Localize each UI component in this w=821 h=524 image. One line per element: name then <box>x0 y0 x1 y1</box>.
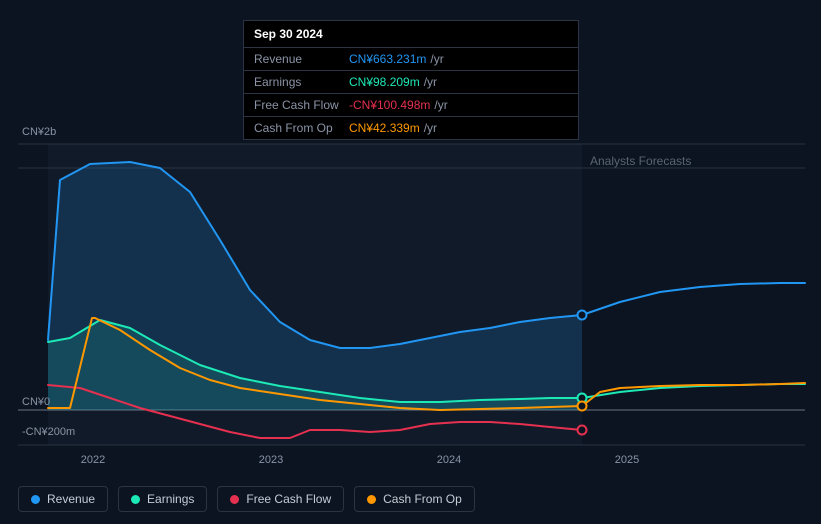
y-axis-bottom-label: -CN¥200m <box>22 426 75 438</box>
chart-legend: Revenue Earnings Free Cash Flow Cash From O… <box>18 486 475 512</box>
legend-label: Cash From Op <box>383 492 462 506</box>
legend-dot-icon <box>367 495 376 504</box>
legend-label: Earnings <box>147 492 194 506</box>
tooltip-row: Free Cash Flow-CN¥100.498m/yr <box>244 94 578 117</box>
chart-svg: 2022 2023 2024 2025 <box>0 120 821 480</box>
legend-dot-icon <box>131 495 140 504</box>
tooltip-row: RevenueCN¥663.231m/yr <box>244 48 578 71</box>
y-axis-top-label: CN¥2b <box>22 126 56 138</box>
chart-tooltip: Sep 30 2024 RevenueCN¥663.231m/yrEarning… <box>243 20 579 140</box>
tooltip-row: Cash From OpCN¥42.339m/yr <box>244 117 578 139</box>
tooltip-row: EarningsCN¥98.209m/yr <box>244 71 578 94</box>
tooltip-metric-value: CN¥663.231m/yr <box>349 52 568 66</box>
legend-item[interactable]: Earnings <box>118 486 207 512</box>
x-axis-tick: 2022 <box>81 454 105 466</box>
x-axis-tick: 2023 <box>259 454 283 466</box>
tooltip-metric-label: Revenue <box>254 52 349 66</box>
tooltip-metric-label: Cash From Op <box>254 121 349 135</box>
chart-area[interactable]: 2022 2023 2024 2025 <box>0 120 821 524</box>
legend-dot-icon <box>230 495 239 504</box>
x-axis-tick: 2025 <box>615 454 639 466</box>
tooltip-metric-value: -CN¥100.498m/yr <box>349 98 568 112</box>
legend-item[interactable]: Free Cash Flow <box>217 486 344 512</box>
legend-dot-icon <box>31 495 40 504</box>
tooltip-metric-value: CN¥98.209m/yr <box>349 75 568 89</box>
legend-item[interactable]: Cash From Op <box>354 486 475 512</box>
legend-item[interactable]: Revenue <box>18 486 108 512</box>
tooltip-metric-label: Earnings <box>254 75 349 89</box>
tooltip-metric-value: CN¥42.339m/yr <box>349 121 568 135</box>
x-axis-tick: 2024 <box>437 454 461 466</box>
legend-label: Free Cash Flow <box>246 492 331 506</box>
y-axis-zero-label: CN¥0 <box>22 396 50 408</box>
tooltip-date: Sep 30 2024 <box>244 21 578 48</box>
tooltip-metric-label: Free Cash Flow <box>254 98 349 112</box>
legend-label: Revenue <box>47 492 95 506</box>
